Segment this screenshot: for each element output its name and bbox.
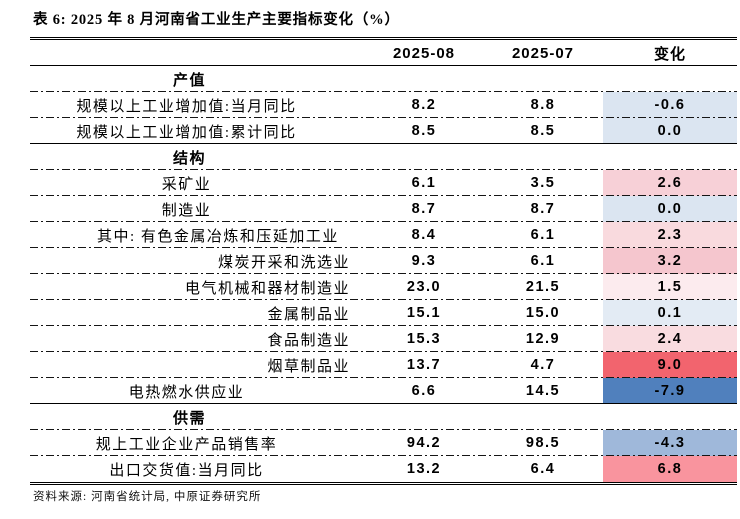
value-2025-08: 8.5 [411, 123, 437, 139]
table-row: 采矿业 6.1 3.5 2.6 [30, 169, 737, 196]
value-2025-07: 6.1 [530, 253, 556, 269]
section-name: 产值 [173, 72, 207, 89]
indicator-label: 采矿业 [161, 176, 212, 193]
header-2025-07: 2025-07 [511, 44, 575, 62]
cell-2025-07 [483, 144, 603, 170]
table-row: 出口交货值:当月同比 13.2 6.4 6.8 [30, 455, 737, 482]
table-row: 其中: 有色金属冶炼和压延加工业 8.4 6.1 2.3 [30, 221, 737, 248]
value-2025-08: 23.0 [406, 279, 442, 295]
value-2025-08: 6.6 [411, 383, 437, 399]
cell-2025-07 [483, 66, 603, 92]
table-row: 规模以上工业增加值:当月同比 8.2 8.8 -0.6 [30, 91, 737, 118]
value-2025-07: 8.8 [530, 97, 556, 113]
table-row: 规模以上工业增加值:累计同比 8.5 8.5 0.0 [30, 117, 737, 144]
cell-2025-08 [365, 144, 483, 170]
value-2025-07: 21.5 [525, 279, 561, 295]
indicator-label: 金属制品业 [267, 306, 350, 323]
indicator-label: 规模以上工业增加值:当月同比 [76, 98, 297, 115]
value-2025-08: 8.7 [411, 201, 437, 217]
indicator-label: 规模以上工业增加值:累计同比 [76, 124, 297, 141]
cell-2025-08 [365, 66, 483, 92]
value-2025-08: 13.2 [406, 461, 442, 477]
cell-2025-07 [483, 404, 603, 430]
value-2025-08: 15.1 [406, 305, 442, 321]
table-row: 食品制造业 15.3 12.9 2.4 [30, 325, 737, 352]
value-change: -0.6 [603, 92, 737, 118]
cell-change [603, 144, 737, 170]
indicator-table: 2025-08 2025-07 变化 产值规模以上工业增加值:当月同比 8.2 8.… [30, 37, 737, 485]
value-change: 0.0 [603, 118, 737, 144]
indicator-label: 其中: 有色金属冶炼和压延加工业 [97, 228, 339, 245]
value-2025-07: 4.7 [530, 357, 556, 373]
table-row: 烟草制品业 13.7 4.7 9.0 [30, 351, 737, 378]
value-2025-07: 12.9 [525, 331, 561, 347]
value-2025-08: 94.2 [406, 435, 442, 451]
value-2025-07: 6.4 [530, 461, 556, 477]
section-header-row: 供需 [30, 403, 737, 430]
header-2025-08: 2025-08 [392, 44, 456, 62]
header-label-column [30, 40, 365, 66]
source-note: 资料来源: 河南省统计局, 中原证券研究所 [33, 491, 262, 503]
value-2025-07: 3.5 [530, 175, 556, 191]
indicator-label: 规上工业企业产品销售率 [95, 436, 278, 453]
indicator-label: 食品制造业 [267, 332, 350, 349]
value-2025-08: 8.2 [411, 97, 437, 113]
table-header-row: 2025-08 2025-07 变化 [30, 40, 737, 66]
value-2025-07: 8.5 [530, 123, 556, 139]
indicator-label: 煤炭开采和洗选业 [217, 254, 350, 271]
value-2025-07: 6.1 [530, 227, 556, 243]
value-2025-08: 6.1 [411, 175, 437, 191]
indicator-label: 烟草制品业 [267, 358, 350, 375]
section-header-row: 结构 [30, 143, 737, 170]
table-row: 电热燃水供应业 6.6 14.5 -7.9 [30, 377, 737, 404]
value-change: 2.6 [603, 170, 737, 196]
indicator-label: 制造业 [161, 202, 212, 219]
header-change: 变化 [653, 45, 686, 63]
table-row: 规上工业企业产品销售率 94.2 98.5 -4.3 [30, 429, 737, 456]
value-2025-08: 9.3 [411, 253, 437, 269]
section-header-row: 产值 [30, 65, 737, 92]
value-2025-08: 15.3 [406, 331, 442, 347]
table-row: 电气机械和器材制造业 23.0 21.5 1.5 [30, 273, 737, 300]
table-row: 煤炭开采和洗选业 9.3 6.1 3.2 [30, 247, 737, 274]
section-name: 结构 [173, 150, 207, 167]
value-change: 1.5 [603, 274, 737, 300]
value-2025-08: 8.4 [411, 227, 437, 243]
value-change: 2.3 [603, 222, 737, 248]
value-change: 6.8 [603, 456, 737, 482]
indicator-label: 电热燃水供应业 [128, 384, 245, 401]
table-title: 表 6: 2025 年 8 月河南省工业生产主要指标变化（%） [33, 12, 400, 28]
cell-change [603, 404, 737, 430]
section-name: 供需 [173, 410, 207, 427]
value-change: 9.0 [603, 352, 737, 378]
value-2025-07: 15.0 [525, 305, 561, 321]
value-2025-07: 8.7 [530, 201, 556, 217]
value-change: 2.4 [603, 326, 737, 352]
value-change: 0.1 [603, 300, 737, 326]
indicator-label: 出口交货值:当月同比 [109, 462, 264, 479]
cell-change [603, 66, 737, 92]
indicator-label: 电气机械和器材制造业 [184, 280, 350, 297]
value-change: -4.3 [603, 430, 737, 456]
table-row: 制造业 8.7 8.7 0.0 [30, 195, 737, 222]
value-change: 3.2 [603, 248, 737, 274]
value-2025-07: 98.5 [525, 435, 561, 451]
value-2025-08: 13.7 [406, 357, 442, 373]
table-row: 金属制品业 15.1 15.0 0.1 [30, 299, 737, 326]
value-change: -7.9 [603, 378, 737, 404]
cell-2025-08 [365, 404, 483, 430]
value-2025-07: 14.5 [525, 383, 561, 399]
value-change: 0.0 [603, 196, 737, 222]
